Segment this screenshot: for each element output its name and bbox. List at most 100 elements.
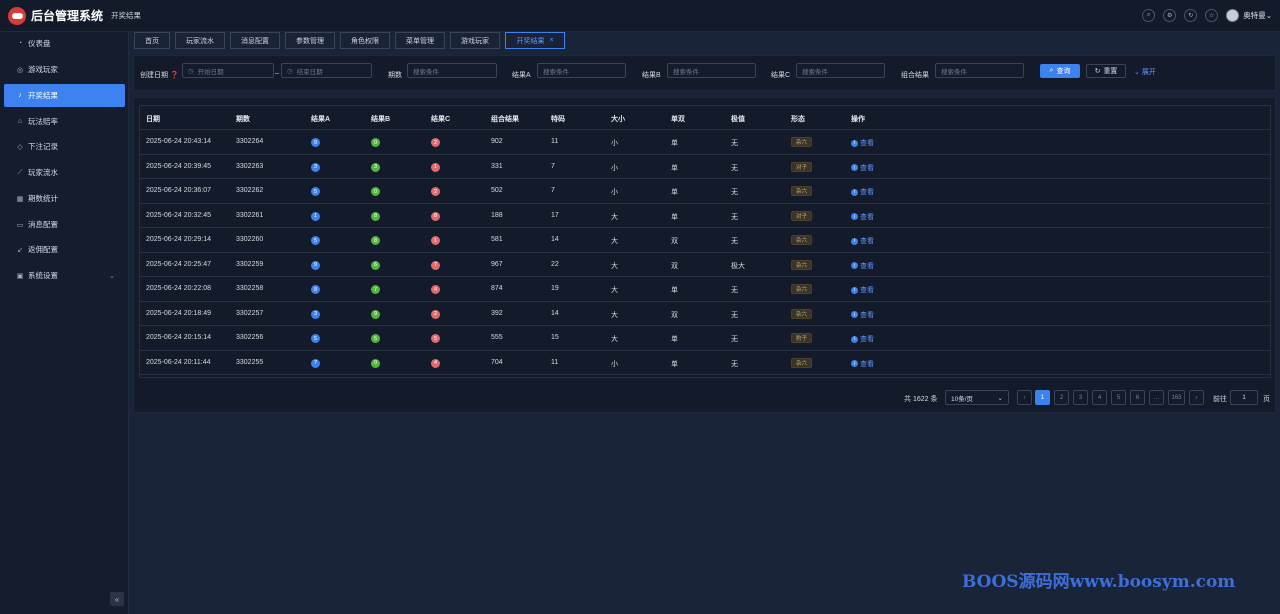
sidebar-item-label: 期数统计: [28, 194, 58, 203]
view-button[interactable]: i 查看: [851, 187, 874, 197]
next-page-button[interactable]: ›: [1189, 390, 1204, 405]
sidebar-item-players[interactable]: ◎ 游戏玩家: [4, 58, 125, 81]
start-date-input[interactable]: ◷ 开始日期: [182, 63, 274, 78]
cell-extreme: 无: [731, 336, 738, 343]
shape-tag: 对子: [791, 210, 813, 221]
shape-tag: 杂六: [791, 259, 813, 270]
info-icon: i: [851, 360, 858, 367]
collapse-sidebar-button[interactable]: «: [110, 592, 124, 606]
ball-a: 1: [311, 211, 320, 221]
chevron-down-icon: ⌄: [997, 394, 1003, 402]
view-button[interactable]: i 查看: [851, 236, 874, 246]
settings-icon: ▣: [16, 272, 24, 280]
tab-home[interactable]: 首页: [134, 32, 170, 49]
sidebar: ◔ 仪表盘 ◎ 游戏玩家 ♪ 开奖结果 ⌂ 玩法赔率 ◇ 下注记录 ⟋ 玩家流水 ▦ 期数统计…: [0, 32, 129, 614]
query-button[interactable]: ⌕ 查询: [1040, 64, 1080, 78]
view-button[interactable]: i 查看: [851, 359, 874, 369]
result-c-input[interactable]: 搜索条件: [796, 63, 885, 78]
view-button[interactable]: i 查看: [851, 334, 874, 344]
cell-date: 2025-06-24 20:32:45: [146, 211, 211, 219]
watermark: BOOS源码网www.boosym.com: [962, 572, 1236, 592]
view-button[interactable]: i 查看: [851, 163, 874, 173]
avatar[interactable]: [1226, 9, 1240, 22]
clock-icon: ◷: [287, 67, 293, 75]
view-button[interactable]: i 查看: [851, 285, 874, 295]
cell-combo: 967: [491, 260, 503, 268]
sidebar-item-stats[interactable]: ▦ 期数统计: [4, 187, 125, 210]
goto-page-input[interactable]: 1: [1230, 390, 1258, 405]
page-button[interactable]: 4: [1092, 390, 1107, 405]
col-result-b: 结果B: [371, 116, 391, 123]
filter-bar: 创建日期 ❓ ◷ 开始日期 – ◷ 结束日期 期数 搜索条件 结果A 搜索条件 结果…: [133, 55, 1276, 91]
cell-special: 15: [551, 334, 559, 341]
sidebar-item-draw-results[interactable]: ♪ 开奖结果: [4, 84, 125, 107]
sidebar-item-flow[interactable]: ⟋ 玩家流水: [4, 161, 125, 184]
tab-menus[interactable]: 菜单管理: [395, 32, 445, 49]
search-icon: ⌕: [1049, 67, 1054, 74]
tab-roles[interactable]: 角色权限: [340, 32, 390, 49]
expand-link[interactable]: ⌄ 展开: [1134, 67, 1156, 77]
cell-parity: 单: [671, 287, 678, 294]
refresh-icon[interactable]: ↻: [1184, 9, 1198, 22]
page-button[interactable]: 5: [1111, 390, 1126, 405]
tab-label: 参数管理: [296, 37, 324, 45]
trend-icon: ⟋: [17, 168, 23, 176]
cell-parity: 双: [671, 262, 678, 270]
cell-date: 2025-06-24 20:39:45: [146, 162, 211, 170]
results-panel: 日期 期数 结果A 结果B 结果C 组合结果 特码 大小 单双 极值 形态 操作…: [133, 97, 1276, 413]
tab-players[interactable]: 游戏玩家: [450, 32, 500, 49]
close-icon[interactable]: ×: [549, 37, 554, 44]
ball-a: 9: [311, 260, 320, 270]
view-label: 查看: [860, 287, 874, 294]
page-button[interactable]: 2: [1054, 390, 1069, 405]
page-size-value: 10条/页: [951, 395, 974, 403]
sidebar-item-label: 消息配置: [28, 220, 58, 229]
sidebar-item-dashboard[interactable]: ◔ 仪表盘: [4, 32, 125, 55]
star-icon[interactable]: ☆: [1205, 9, 1219, 22]
placeholder: 搜索条件: [673, 68, 699, 76]
result-a-input[interactable]: 搜索条件: [537, 63, 626, 78]
view-button[interactable]: i 查看: [851, 138, 874, 148]
expand-label: 展开: [1141, 69, 1156, 76]
period-label: 期数: [388, 72, 402, 79]
sidebar-item-settings[interactable]: ▣ 系统设置 ⌄: [4, 264, 125, 287]
ball-c: 4: [431, 358, 440, 368]
view-label: 查看: [860, 213, 874, 221]
sidebar-item-odds[interactable]: ⌂ 玩法赔率: [4, 110, 125, 133]
combo-input[interactable]: 搜索条件: [935, 63, 1024, 78]
result-b-label: 结果B: [642, 72, 661, 79]
page-button[interactable]: 3: [1073, 390, 1088, 405]
cell-combo: 188: [491, 211, 503, 219]
page-button[interactable]: 6: [1130, 390, 1145, 405]
period-input[interactable]: 搜索条件: [407, 63, 497, 78]
prev-page-button[interactable]: ‹: [1017, 390, 1032, 405]
shape-tag: 杂六: [791, 186, 813, 196]
user-menu[interactable]: 奥特曼⌄: [1243, 10, 1272, 21]
page-ellipsis[interactable]: …: [1149, 390, 1164, 405]
search-icon[interactable]: ⌕: [1142, 9, 1156, 22]
page-size-select[interactable]: 10条/页 ⌄: [945, 390, 1009, 405]
sidebar-item-bets[interactable]: ◇ 下注记录: [4, 135, 125, 158]
help-icon: ❓: [169, 72, 179, 79]
view-button[interactable]: i 查看: [851, 261, 874, 271]
page-button[interactable]: 163: [1168, 390, 1185, 405]
tab-message-config[interactable]: 消息配置: [230, 32, 280, 49]
result-b-input[interactable]: 搜索条件: [667, 63, 756, 78]
view-label: 查看: [860, 336, 874, 343]
cell-size: 大: [611, 213, 618, 221]
end-date-input[interactable]: ◷ 结束日期: [281, 63, 372, 78]
cell-size: 大: [611, 238, 618, 245]
view-label: 查看: [860, 164, 874, 172]
reset-button[interactable]: ↻ 重置: [1086, 64, 1126, 78]
result-a-label: 结果A: [512, 72, 531, 79]
view-button[interactable]: i 查看: [851, 310, 874, 320]
tab-params[interactable]: 参数管理: [285, 32, 335, 49]
table-row: 2025-06-24 20:18:49 3302257 3 9 2 392 14 大双无杂六 i…: [140, 302, 1270, 326]
page-button[interactable]: 1: [1035, 390, 1050, 405]
sidebar-item-rebate[interactable]: ↙ 返佣配置: [4, 238, 125, 261]
view-button[interactable]: i 查看: [851, 212, 874, 222]
sidebar-item-messages[interactable]: ▭ 消息配置: [4, 213, 125, 236]
gear-icon[interactable]: ⚙: [1163, 9, 1177, 22]
tab-player-flow[interactable]: 玩家流水: [175, 32, 225, 49]
tab-draw-results[interactable]: 开奖结果 ×: [505, 32, 565, 49]
